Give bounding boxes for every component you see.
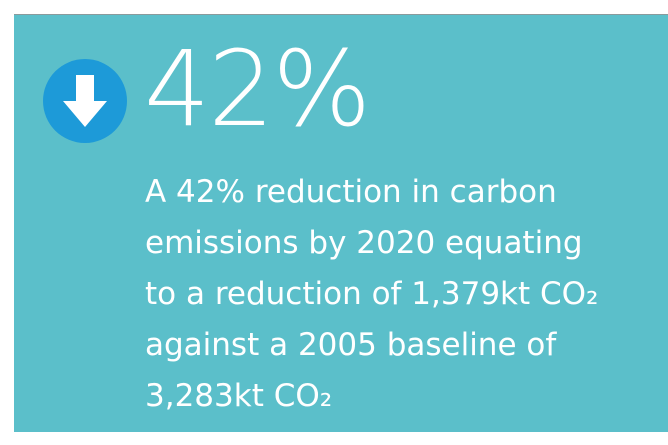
stat-tile: 42% A 42% reduction in carbon emissions b… <box>14 14 668 432</box>
stat-value: 42% <box>144 28 371 150</box>
description-line: against a 2005 baseline of <box>145 327 557 363</box>
description-line: to a reduction of 1,379kt CO₂ <box>145 276 599 312</box>
description: A 42% reduction in carbon emissions by 20… <box>145 167 598 422</box>
description-line: 3,283kt CO₂ <box>145 378 333 414</box>
down-arrow-icon <box>43 59 127 143</box>
description-line: A 42% reduction in carbon <box>145 174 557 210</box>
description-line: emissions by 2020 equating <box>145 225 583 261</box>
